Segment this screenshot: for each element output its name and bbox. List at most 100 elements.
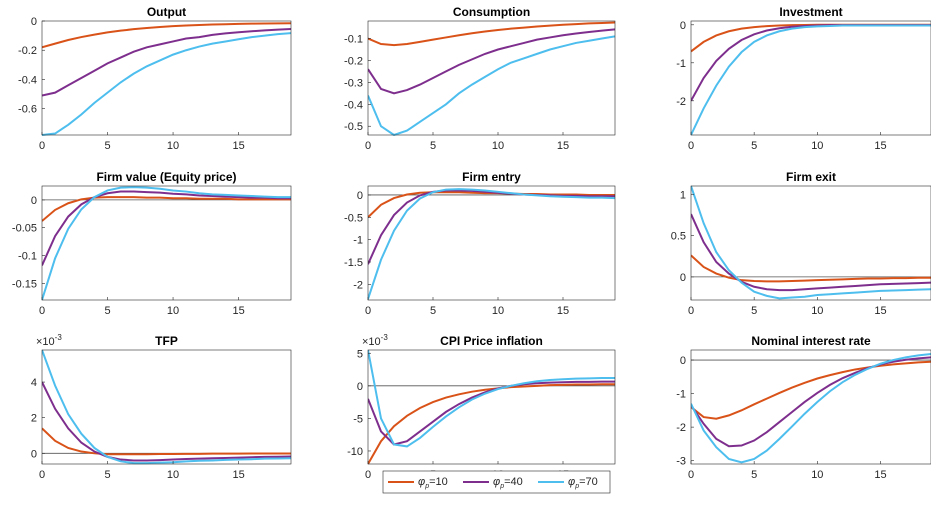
x-tick-label: 0 [39, 469, 45, 481]
y-multiplier-base: ×10 [362, 336, 381, 348]
x-tick-label: 10 [167, 140, 179, 152]
legend-text: =10 [429, 476, 448, 488]
y-tick-label: -0.1 [18, 251, 37, 263]
y-tick-label: 0 [680, 272, 686, 284]
axes-box [367, 185, 616, 301]
y-tick-label: -0.5 [344, 121, 363, 133]
y-tick-label: -1.5 [344, 257, 363, 269]
x-tick-label: 5 [104, 469, 110, 481]
y-multiplier-exponent: -3 [55, 333, 63, 342]
x-tick-label: 5 [104, 140, 110, 152]
y-tick-label: 0 [357, 381, 363, 393]
x-tick-label: 10 [811, 469, 823, 481]
y-tick-label: 0 [680, 355, 686, 367]
y-tick-label: 0 [680, 20, 686, 32]
series-line [368, 35, 615, 136]
series-line [42, 190, 291, 266]
legend-symbol: φ [418, 476, 425, 488]
legend: φp=10 φp=40 φp=70 [382, 470, 611, 494]
legend-subscript: p [499, 483, 504, 490]
x-tick-label: 10 [167, 305, 179, 317]
legend-subscript: p [424, 483, 429, 490]
panel-title: Firm exit [786, 170, 836, 184]
y-tick-label: -1 [676, 58, 686, 70]
series-line [42, 349, 291, 465]
y-tick-label: -3 [676, 456, 686, 468]
series-line [42, 427, 291, 456]
series-line [42, 32, 291, 136]
legend-box [382, 470, 611, 494]
series-line [368, 28, 615, 95]
series-line [42, 186, 291, 301]
series-line [691, 24, 931, 102]
y-tick-label: 2 [31, 413, 37, 425]
legend-text: =70 [579, 476, 598, 488]
series-line [691, 353, 931, 464]
x-tick-label: 0 [688, 469, 694, 481]
legend-label: φp=10 [418, 476, 448, 490]
y-tick-label: -2 [676, 96, 686, 108]
series-line [368, 188, 615, 300]
axes-box [690, 185, 931, 301]
series-line [42, 22, 291, 49]
x-tick-label: 5 [430, 140, 436, 152]
x-tick-label: 15 [557, 140, 569, 152]
series-line [368, 189, 615, 265]
x-tick-label: 10 [167, 469, 179, 481]
x-tick-label: 0 [39, 305, 45, 317]
panel-title: Investment [779, 5, 842, 19]
x-tick-label: 5 [430, 305, 436, 317]
y-tick-label: -0.15 [12, 278, 37, 290]
x-tick-label: 15 [557, 305, 569, 317]
x-tick-label: 5 [751, 140, 757, 152]
x-tick-label: 0 [365, 305, 371, 317]
x-tick-label: 5 [751, 469, 757, 481]
y-tick-label: -0.4 [18, 74, 37, 86]
y-tick-label: -0.3 [344, 77, 363, 89]
y-tick-label: 0 [357, 190, 363, 202]
x-tick-label: 10 [492, 305, 504, 317]
y-tick-label: -0.2 [344, 55, 363, 67]
axes-box [690, 20, 931, 136]
x-tick-label: 0 [688, 140, 694, 152]
y-tick-label: -5 [353, 413, 363, 425]
axes-box [690, 349, 931, 465]
series-line [691, 213, 931, 292]
x-tick-label: 10 [492, 140, 504, 152]
y-tick-label: -0.5 [344, 212, 363, 224]
panel-title: Nominal interest rate [751, 334, 871, 348]
axes-box [41, 185, 292, 301]
y-tick-label: -2 [353, 279, 363, 291]
legend-symbol: φ [568, 476, 575, 488]
y-tick-label: -10 [347, 446, 363, 458]
panel-title: Firm entry [462, 170, 521, 184]
y-tick-label: -0.1 [344, 34, 363, 46]
x-tick-label: 15 [874, 140, 886, 152]
x-tick-label: 10 [811, 305, 823, 317]
y-multiplier-base: ×10 [36, 336, 55, 348]
x-tick-label: 0 [688, 305, 694, 317]
series-line [691, 254, 931, 283]
legend-subscript: p [574, 483, 579, 490]
x-tick-label: 15 [232, 305, 244, 317]
x-tick-label: 15 [874, 305, 886, 317]
panel-title: CPI Price inflation [440, 334, 543, 348]
legend-label: φp=70 [568, 476, 598, 490]
series-line [691, 185, 931, 300]
y-tick-label: -1 [676, 389, 686, 401]
x-tick-label: 0 [39, 140, 45, 152]
x-tick-label: 10 [811, 140, 823, 152]
series-line [691, 24, 931, 136]
panel-title: TFP [155, 334, 178, 348]
legend-symbol: φ [493, 476, 500, 488]
x-tick-label: 5 [751, 305, 757, 317]
y-tick-label: -0.05 [12, 223, 37, 235]
y-tick-label: 0 [31, 16, 37, 28]
y-tick-label: -0.6 [18, 104, 37, 116]
y-tick-label: 1 [680, 189, 686, 201]
series-line [368, 383, 615, 465]
x-tick-label: 0 [365, 469, 371, 481]
axes-box [367, 20, 616, 136]
axes-box [367, 349, 616, 465]
series-line [368, 21, 615, 47]
